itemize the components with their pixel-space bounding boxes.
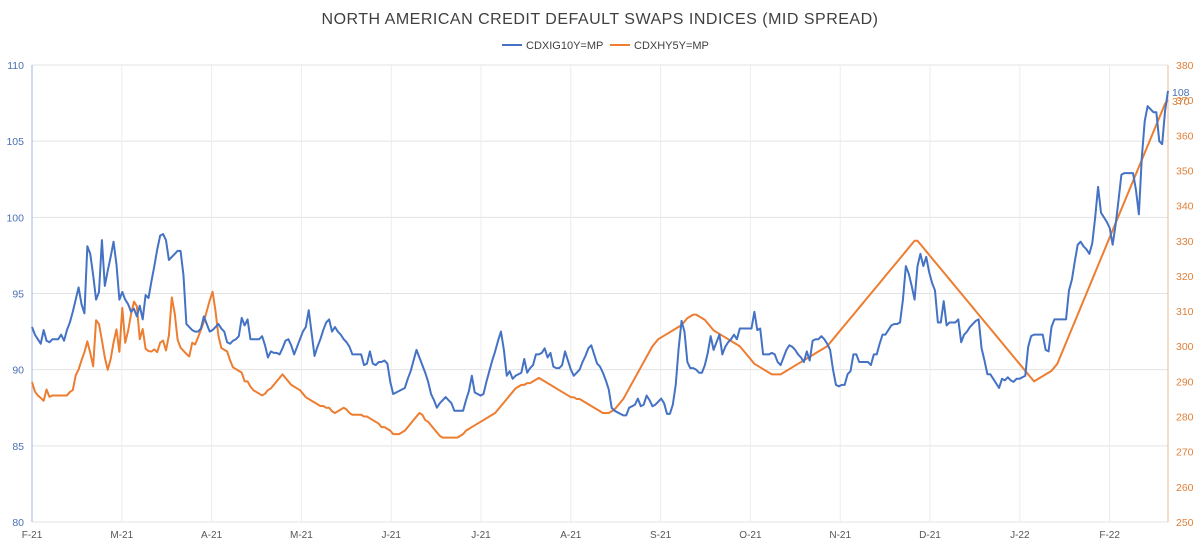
right-tick-label: 320 [1176,271,1194,283]
left-tick-label: 90 [12,365,24,377]
x-tick-label: J-22 [1010,530,1030,541]
right-tick-label: 310 [1176,306,1194,318]
left-tick-label: 105 [6,136,24,148]
right-tick-label: 280 [1176,412,1194,424]
series-line-cdxhy5y-mp [31,99,1169,439]
chart-title: NORTH AMERICAN CREDIT DEFAULT SWAPS INDI… [322,11,879,28]
x-tick-label: M-21 [290,530,313,541]
x-tick-label: J-21 [381,530,401,541]
right-tick-label: 370 [1176,95,1194,107]
series-line-cdxig10y-mp [31,90,1169,417]
left-tick-label: 95 [12,289,24,301]
x-tick-label: O-21 [739,530,762,541]
right-tick-label: 300 [1176,341,1194,353]
right-tick-label: 340 [1176,201,1194,213]
x-tick-label: A-21 [201,530,223,541]
x-tick-label: A-21 [560,530,582,541]
series-layer [31,90,1169,439]
x-axis-ticks: F-21 M-21 A-21 M-21 J-21 J-21 A-21 S-21 O-21 N-21… [22,530,1121,541]
x-tick-label: S-21 [650,530,672,541]
right-tick-label: 330 [1176,236,1194,248]
left-axis-ticks: 80 85 90 95 100 105 110 [6,60,24,529]
gridlines [31,64,1169,523]
x-tick-label: M-21 [110,530,133,541]
legend-label-cdxig: CDXIG10Y=MP [526,40,603,52]
end-label-cdxig: 108 [1172,87,1190,99]
x-tick-label: F-21 [22,530,43,541]
right-tick-label: 290 [1176,376,1194,388]
x-tick-label: J-21 [471,530,491,541]
left-tick-label: 110 [7,60,24,72]
x-tick-label: D-21 [919,530,941,541]
x-tick-label: F-22 [1099,530,1120,541]
right-tick-label: 360 [1176,130,1194,142]
legend: CDXIG10Y=MP CDXHY5Y=MP [502,40,709,52]
left-tick-label: 80 [12,517,24,529]
right-tick-label: 260 [1176,482,1194,494]
right-tick-label: 350 [1176,165,1194,177]
end-label-cdxhy: 370 [1172,96,1190,108]
left-tick-label: 100 [6,212,24,224]
right-tick-label: 250 [1176,517,1194,529]
right-tick-label: 270 [1176,447,1194,459]
legend-label-cdxhy: CDXHY5Y=MP [634,40,709,52]
left-tick-label: 85 [12,441,24,453]
x-tick-label: N-21 [829,530,851,541]
right-tick-label: 380 [1176,60,1194,72]
right-axis-ticks: 250 260 270 280 290 300 310 320 330 340 350 360 370 3… [1176,60,1194,529]
